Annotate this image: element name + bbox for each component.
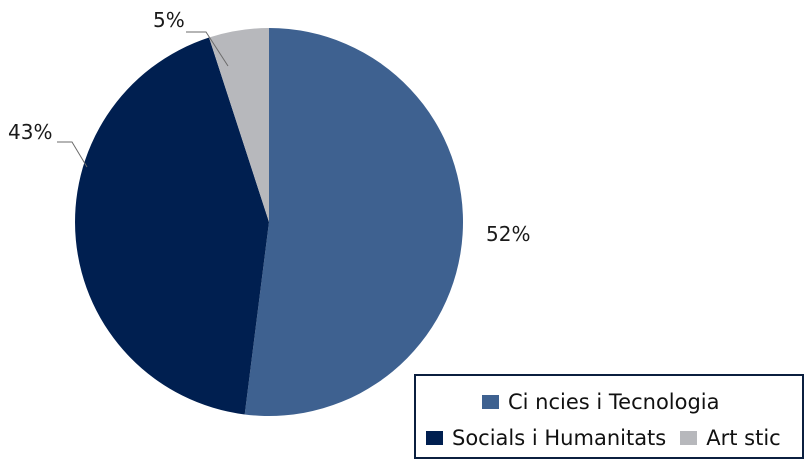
legend-label-ciencies: Ci ncies i Tecnologia	[508, 390, 720, 414]
pie-slice-artistic	[209, 28, 269, 222]
data-label-socials: 43%	[8, 120, 52, 144]
leader-line-artistic	[186, 31, 229, 67]
data-labels: 52% 43% 5%	[8, 8, 530, 246]
leader-lines	[57, 31, 229, 168]
legend-swatch-socials	[426, 431, 443, 445]
pie-slice-ciencies	[244, 28, 464, 417]
pie-slices	[75, 28, 464, 417]
legend-swatch-artistic	[680, 431, 698, 445]
legend-item-ciencies: Ci ncies i Tecnologia	[482, 390, 720, 414]
data-label-ciencies: 52%	[486, 222, 530, 246]
legend-label-socials: Socials i Humanitats	[452, 426, 667, 450]
leader-line-socials	[57, 141, 88, 168]
chart-legend: Ci ncies i Tecnologia Socials i Humanita…	[414, 374, 804, 459]
legend-swatch-ciencies	[482, 395, 499, 409]
legend-item-artistic: Art stic	[680, 426, 781, 450]
legend-row-1: Ci ncies i Tecnologia	[482, 390, 720, 414]
legend-item-socials: Socials i Humanitats	[426, 426, 666, 450]
pie-slice-socials	[75, 37, 270, 415]
legend-row-2: Socials i Humanitats Art stic	[426, 426, 781, 450]
legend-label-artistic: Art stic	[706, 426, 781, 450]
data-label-artistic: 5%	[153, 8, 185, 32]
